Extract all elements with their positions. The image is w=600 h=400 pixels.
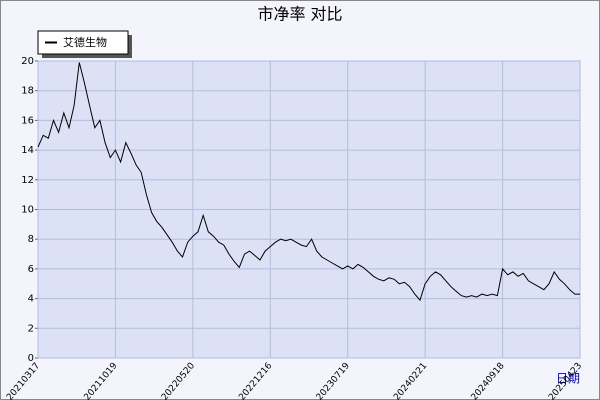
legend <box>37 30 129 55</box>
y-tick-label: 14 <box>21 145 34 156</box>
y-tick-label: 0 <box>28 353 34 364</box>
y-tick-label: 18 <box>21 86 34 97</box>
y-tick-label: 4 <box>28 294 34 305</box>
y-tick-label: 16 <box>21 115 34 126</box>
chart-title: 市净率 对比 <box>257 5 342 24</box>
y-tick-label: 20 <box>21 56 34 67</box>
y-tick-label: 10 <box>21 205 34 216</box>
x-axis-label: 日期 <box>556 372 580 386</box>
legend-label: 艾德生物 <box>63 35 107 49</box>
y-tick-label: 2 <box>28 323 34 334</box>
y-tick-label: 6 <box>28 264 34 275</box>
y-tick-label: 8 <box>28 234 34 245</box>
series-line <box>37 62 580 302</box>
y-tick-label: 12 <box>21 175 34 186</box>
